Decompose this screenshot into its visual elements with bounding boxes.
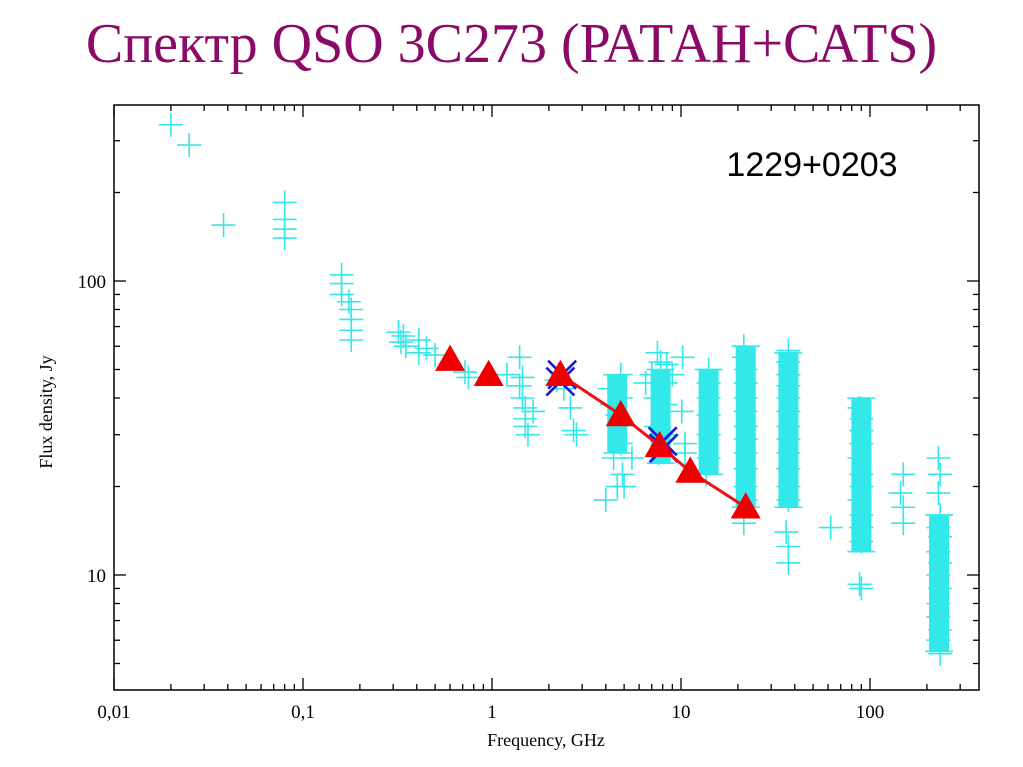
ratan-triangle-point	[605, 400, 636, 427]
archive-plus-point	[928, 618, 953, 643]
x-tick-label: 0,1	[291, 702, 315, 723]
archive-plus-point	[619, 446, 644, 471]
archive-plus-point	[507, 373, 532, 398]
archive-plus-point	[386, 320, 411, 345]
archive-plus-point	[393, 334, 418, 359]
archive-plus-point	[510, 385, 535, 410]
archive-plus-point	[388, 330, 413, 355]
archive-plus-point	[593, 487, 618, 512]
archive-plus-point	[928, 462, 953, 487]
archive-plus-point	[926, 604, 951, 629]
x-tick-label: 0,01	[97, 702, 130, 723]
archive-plus-point	[849, 474, 874, 499]
archive-plus-point	[847, 572, 872, 597]
archive-plus-point	[926, 515, 951, 540]
data-layer	[158, 112, 954, 666]
archive-plus-point	[597, 376, 622, 401]
archive-plus-point	[211, 213, 236, 238]
archive-plus-point	[926, 563, 951, 587]
archive-plus-point	[423, 343, 448, 368]
archive-plus-point	[774, 520, 799, 545]
ratan-triangle-point	[730, 492, 761, 519]
archive-plus-point	[888, 481, 913, 506]
ratan-triangle-point	[675, 456, 706, 483]
archive-plus-point	[696, 446, 721, 471]
ratan-triangle-point	[435, 344, 466, 371]
archive-plus-point	[177, 133, 202, 158]
archive-plus-point	[660, 362, 685, 387]
archive-plus-point	[669, 399, 694, 424]
x-tick-label: 10	[672, 702, 691, 723]
source-label: 1229+0203	[726, 146, 897, 184]
archive-plus-point	[507, 345, 532, 370]
archive-plus-point	[391, 324, 416, 349]
archive-plus-point	[847, 487, 872, 512]
archive-plus-point	[653, 392, 678, 417]
archive-plus-point	[648, 350, 673, 375]
archive-plus-point	[561, 418, 586, 443]
archive-plus-point	[926, 481, 951, 506]
archive-plus-point	[849, 576, 874, 601]
y-tick-label: 10	[87, 566, 106, 587]
archive-plus-point	[928, 550, 953, 575]
archive-plus-point	[926, 628, 951, 653]
archive-plus-point	[339, 327, 364, 352]
archive-plus-point	[453, 360, 478, 385]
archive-plus-point	[849, 529, 874, 554]
archive-plus-point	[612, 474, 637, 499]
archive-plus-point	[515, 422, 540, 447]
slide-title: Спектр QSO 3C273 (РАТАН+САТS)	[85, 13, 938, 75]
x-tick-label: 100	[856, 702, 885, 723]
archive-plus-point	[847, 446, 872, 471]
ratan-triangle-point	[473, 359, 504, 386]
archive-plus-point	[928, 524, 953, 549]
y-axis-label: Flux density, Jy	[36, 355, 56, 468]
archive-plus-point	[610, 462, 635, 487]
archive-plus-point	[608, 362, 633, 387]
tick-layer: 0,01 0,1 1 10 100 10 100	[78, 105, 979, 723]
archive-plus-point	[818, 515, 843, 540]
ratan-triangle-point	[545, 359, 576, 386]
y-tick-label: 100	[78, 272, 107, 293]
archive-plus-point	[928, 502, 953, 527]
archive-plus-point	[639, 362, 664, 387]
x-tick-label: 1	[487, 702, 497, 723]
archive-plus-point	[670, 345, 695, 370]
archive-plus-point	[928, 641, 953, 666]
archive-plus-point	[329, 282, 354, 307]
archive-plus-point	[645, 340, 670, 365]
archive-plus-point	[926, 446, 951, 471]
archive-plus-point	[847, 395, 872, 420]
archive-plus-point	[776, 550, 801, 575]
archive-plus-point	[776, 487, 801, 512]
archive-plus-point	[564, 422, 589, 447]
archive-plus-point	[608, 431, 633, 456]
archive-plus-point	[456, 365, 481, 390]
archive-plus-point	[891, 511, 916, 536]
x-axis-label: Frequency, GHz	[487, 730, 605, 750]
archive-plus-point	[272, 226, 297, 251]
archive-plus-point	[494, 362, 519, 387]
archive-plus-point	[926, 539, 951, 564]
archive-plus-point	[654, 352, 679, 377]
archive-plus-point	[849, 431, 874, 456]
archive-plus-point	[731, 345, 756, 370]
archive-plus-point	[558, 395, 583, 420]
archive-plus-point	[673, 440, 698, 465]
ratan-triangle-point	[644, 430, 675, 458]
archive-plus-point	[928, 576, 953, 601]
archive-plus-point	[696, 422, 721, 447]
archive-plus-point	[158, 112, 183, 137]
archive-plus-point	[521, 399, 546, 424]
archive-plus-point	[891, 462, 916, 487]
archive-plus-point	[643, 385, 668, 410]
